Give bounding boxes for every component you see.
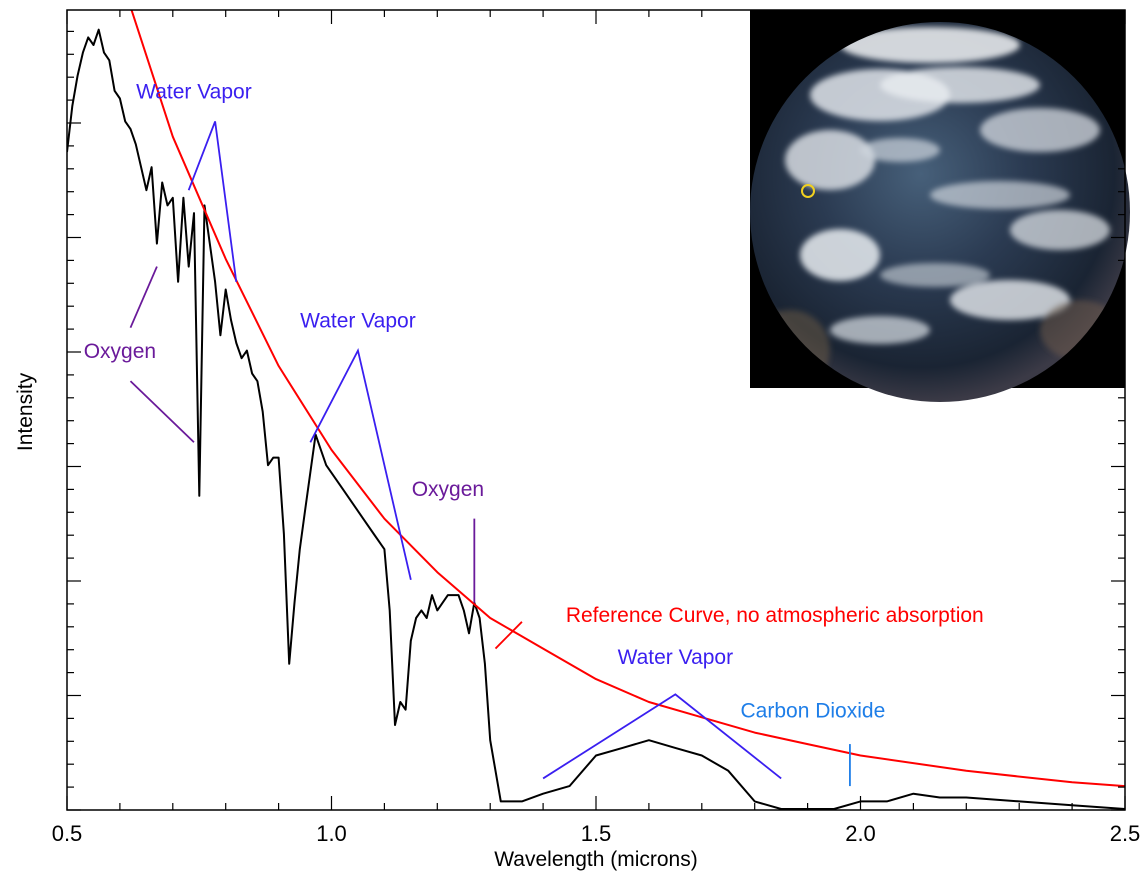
- annotation-label: Reference Curve, no atmospheric absorpti…: [566, 604, 984, 627]
- x-tick-label: 2.0: [845, 821, 876, 846]
- annotation-label: Water Vapor: [300, 310, 416, 333]
- x-axis-ticks: [66, 10, 1126, 810]
- x-tick-label: 1.5: [581, 821, 612, 846]
- x-axis-tick-labels: 0.5 1.0 1.5 2.0 2.5: [52, 821, 1141, 846]
- annotation-pointer: [187, 121, 238, 282]
- annotation-label: Water Vapor: [618, 646, 734, 669]
- location-marker-circle: [801, 184, 815, 198]
- annotation-pointer: [129, 380, 195, 443]
- x-tick-label: 0.5: [52, 821, 83, 846]
- cloud-pattern: [750, 27, 1120, 390]
- annotation-pointer: [542, 693, 782, 780]
- x-axis-label: Wavelength (microns): [494, 848, 697, 871]
- annotation-pointer: [309, 348, 412, 581]
- annotation-label: Water Vapor: [136, 80, 252, 103]
- annotation-pointer: [129, 266, 158, 329]
- spectrum-line: [67, 28, 1125, 810]
- reference-curve-line: [130, 10, 1125, 788]
- x-tick-label: 2.5: [1110, 821, 1141, 846]
- annotation-label: Oxygen: [412, 478, 484, 501]
- annotation-pointer: [494, 621, 523, 650]
- annotation-label: Carbon Dioxide: [741, 699, 886, 722]
- y-axis-ticks: [67, 30, 1125, 811]
- y-axis-label: Intensity: [14, 372, 37, 451]
- x-tick-label: 1.0: [316, 821, 347, 846]
- earth-inset-image: [750, 10, 1130, 402]
- annotations: Water Vapor Water Vapor Water Vapor Oxygen O…: [84, 80, 984, 787]
- annotation-label: Oxygen: [84, 340, 156, 363]
